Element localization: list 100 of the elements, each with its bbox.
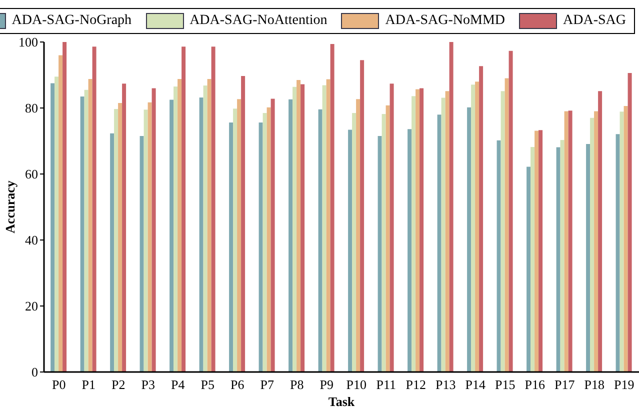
x-tick-label: P10 [346,377,366,392]
bar [258,122,263,372]
y-tick-label: 60 [25,166,38,182]
bar [390,84,394,372]
bar [471,84,476,372]
bar [203,86,208,372]
bar [356,99,360,372]
bar [233,108,238,372]
y-axis-title: Accuracy [2,180,18,234]
bar [408,129,412,372]
bar [386,105,390,372]
x-tick-label: P5 [200,377,214,392]
bar [586,144,590,372]
bar [300,84,305,372]
x-tick-label: P4 [171,377,186,392]
x-tick-label: P9 [320,377,334,392]
bar [58,55,63,372]
bar [598,91,602,372]
bar [266,107,271,372]
bar [449,42,454,372]
bar [538,130,543,372]
bar [500,91,505,372]
bar [92,46,96,372]
bar [80,96,84,372]
bar [437,114,442,372]
bar [140,136,144,372]
bar [62,42,67,372]
bar [467,107,472,372]
bar [416,89,420,372]
x-tick-label: P2 [112,377,126,392]
bar [292,86,297,372]
bar [122,84,126,372]
bar [174,86,178,372]
bar [152,88,156,372]
bar [508,50,513,372]
bar [412,96,416,372]
bar [564,111,568,372]
x-tick-label: P13 [436,377,456,392]
x-tick-label: P1 [82,377,96,392]
y-tick-label: 40 [25,232,38,248]
bar [241,76,246,372]
y-tick-label: 0 [32,364,38,380]
bar [144,110,148,372]
bar [348,130,352,372]
bar [624,106,628,372]
bar [229,122,234,372]
x-tick-label: P16 [524,377,546,392]
bar [352,112,356,372]
legend-label: ADA-SAG-NoAttention [188,13,328,29]
bar [378,136,382,372]
bar [270,98,275,372]
bar [118,103,122,372]
bar [88,78,92,372]
x-tick-label: P11 [376,377,396,392]
bar [594,111,598,372]
bar [560,140,564,372]
x-tick-label: P3 [141,377,155,392]
x-tick-label: P8 [290,377,304,392]
bar [616,134,620,372]
x-axis-title: Task [328,394,356,409]
bar [530,146,535,372]
bar [207,78,212,372]
legend-label: ADA-SAG-NoMMD [384,13,505,29]
bar [534,130,539,372]
bar [504,78,509,372]
bar [479,66,484,372]
bar [110,133,114,372]
legend-label: ADA-SAG-NoGraph [10,13,132,29]
x-tick-label: P12 [406,377,426,392]
bar [322,85,326,372]
y-tick-label: 100 [18,34,38,50]
x-tick-label: P19 [614,377,634,392]
bar [628,73,632,372]
bar [590,118,594,372]
bar [445,91,450,372]
bar [326,79,330,372]
bar [620,112,624,372]
bar [148,102,152,372]
legend-label: ADA-SAG [562,13,626,29]
x-tick-label: P7 [260,377,274,392]
x-tick-label: P0 [52,377,66,392]
bar [526,166,531,372]
x-tick-label: P6 [230,377,245,392]
y-tick-label: 20 [25,298,38,314]
bar [318,109,322,372]
bar [475,82,480,372]
x-tick-label: P18 [584,377,604,392]
bar [178,78,182,372]
x-tick-label: P14 [465,377,486,392]
bar [54,76,59,372]
bar [330,44,334,372]
bar [237,99,242,372]
bar [262,112,267,372]
bar [199,97,204,372]
y-tick-label: 80 [25,100,38,116]
x-tick-label: P15 [495,377,516,392]
bar [114,108,118,372]
bar [568,110,572,372]
bar [50,83,55,372]
bar [211,46,216,372]
